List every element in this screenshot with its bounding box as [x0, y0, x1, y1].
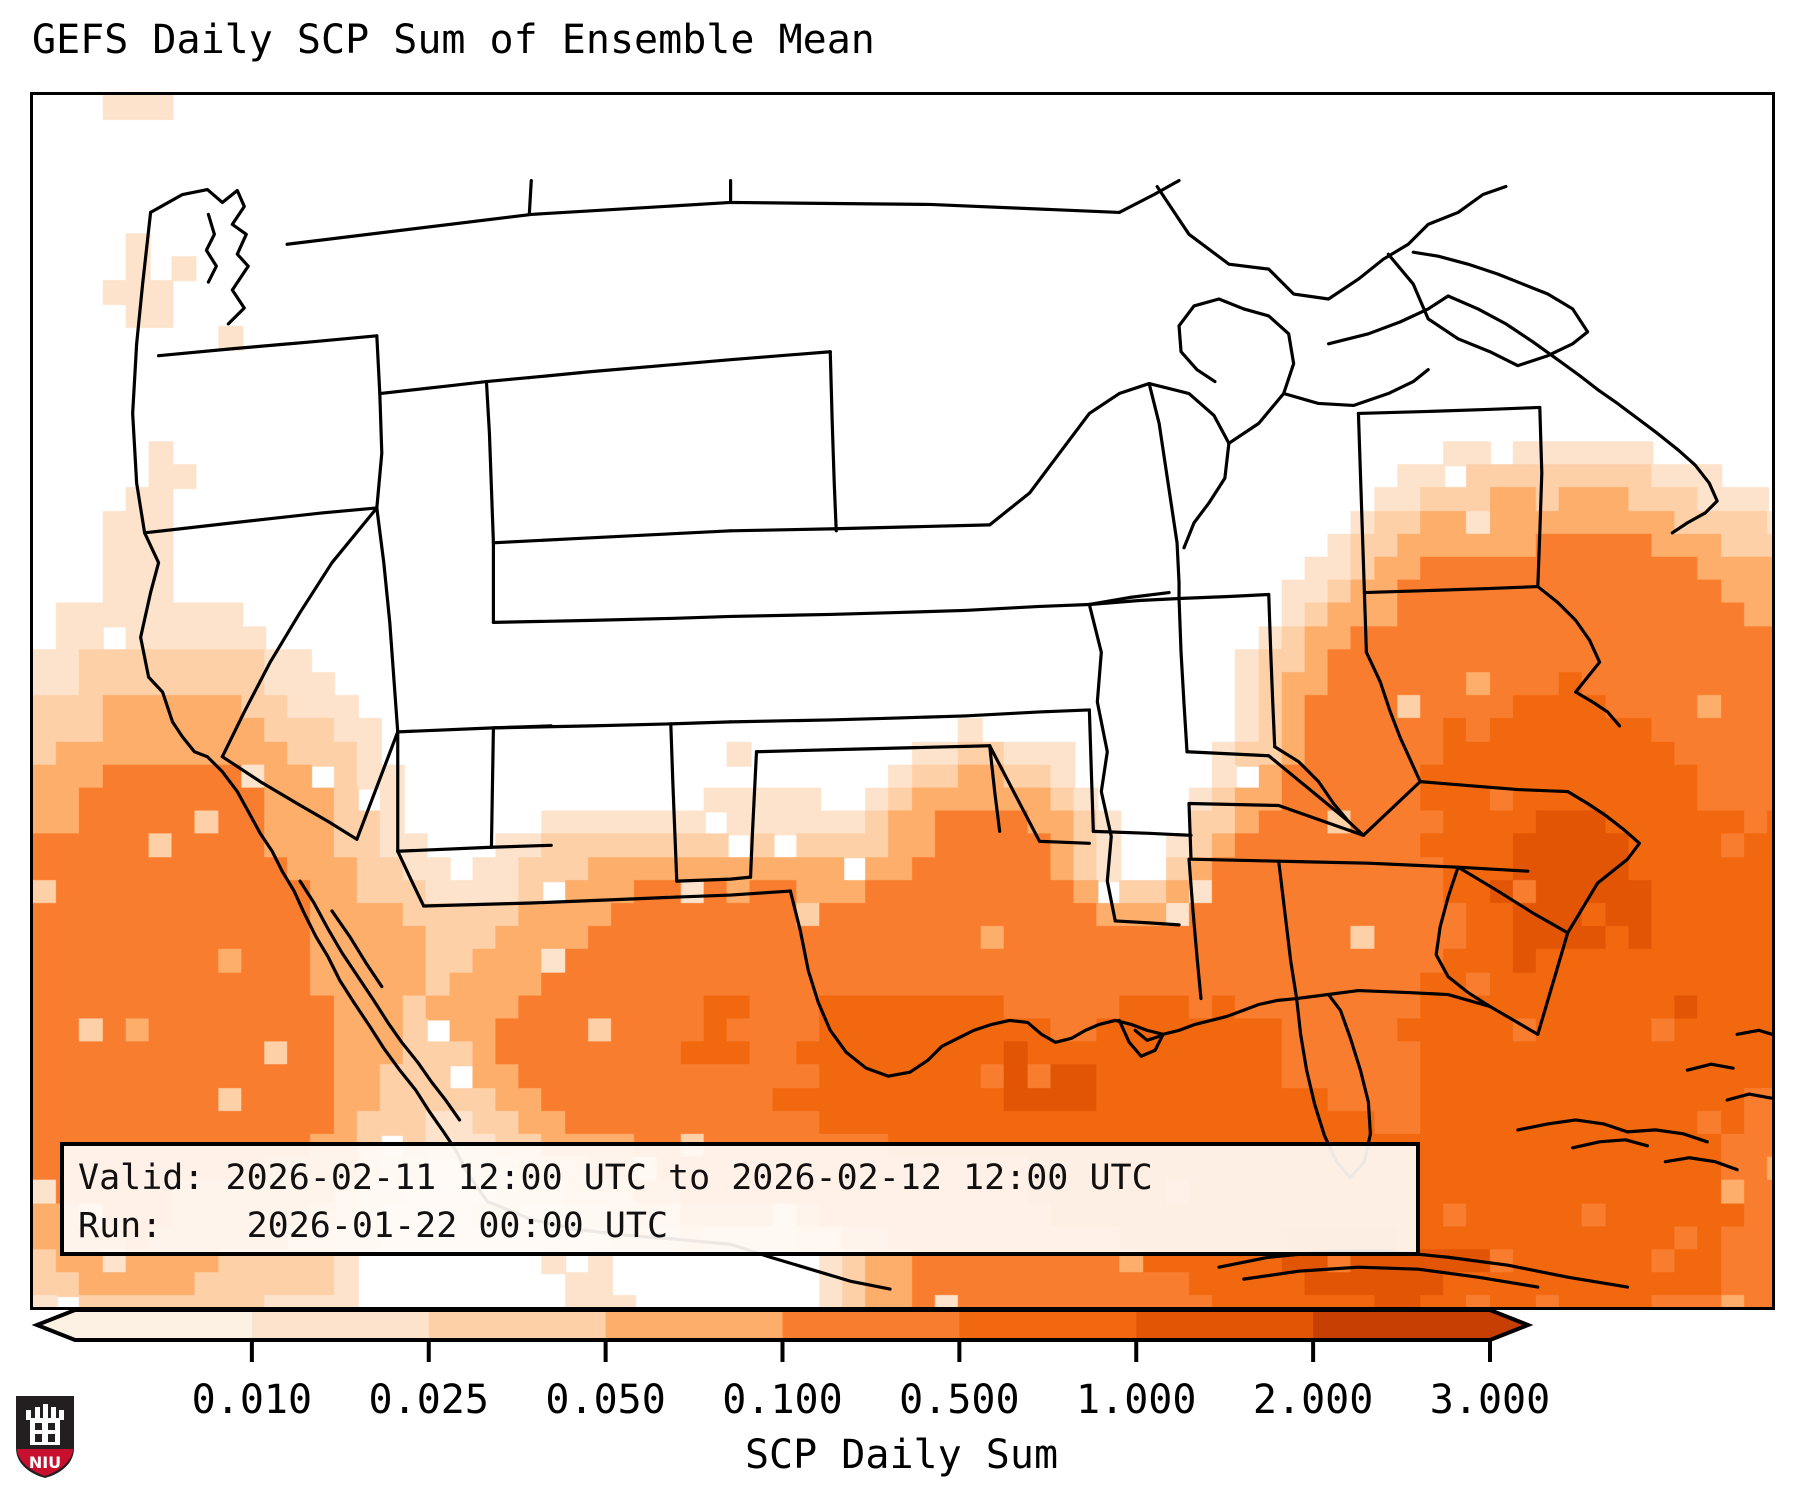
run-time-text: Run: 2026-01-22 00:00 UTC — [78, 1206, 669, 1246]
forecast-info-box: Valid: 2026-02-11 12:00 UTC to 2026-02-1… — [60, 1142, 1420, 1256]
colorbar-segment — [1313, 1310, 1491, 1340]
colorbar-tick-label: 2.000 — [1252, 1377, 1374, 1423]
colorbar-segment — [251, 1310, 430, 1340]
colorbar-extend-max — [1490, 1310, 1528, 1340]
colorbar-tick-label: 0.050 — [545, 1377, 666, 1423]
colorbar-segment — [428, 1310, 607, 1340]
valid-time-text: Valid: 2026-02-11 12:00 UTC to 2026-02-1… — [78, 1158, 1153, 1198]
colorbar-segment — [75, 1310, 253, 1340]
colorbar-axis-label: SCP Daily Sum — [744, 1432, 1059, 1478]
colorbar-segment — [1136, 1310, 1314, 1340]
scp-heatmap-layer — [33, 95, 1772, 1307]
colorbar-tick-label: 1.000 — [1076, 1377, 1197, 1423]
colorbar[interactable] — [0, 1296, 1803, 1366]
colorbar-ticks — [249, 1340, 1492, 1362]
colorbar-segment — [605, 1310, 784, 1340]
svg-text:NIU: NIU — [29, 1453, 61, 1472]
colorbar-segment — [959, 1310, 1137, 1340]
colorbar-segments — [37, 1310, 1528, 1340]
colorbar-segment — [782, 1310, 960, 1340]
niu-logo-icon: NIU — [16, 1396, 74, 1478]
colorbar-tick-label: 3.000 — [1429, 1377, 1551, 1423]
colorbar-extend-min — [37, 1310, 75, 1340]
colorbar-tick-label: 0.500 — [899, 1377, 1020, 1423]
page-title: GEFS Daily SCP Sum of Ensemble Mean — [32, 17, 875, 63]
colorbar-svg — [31, 1308, 1534, 1362]
map-panel[interactable] — [30, 92, 1775, 1310]
colorbar-tick-label: 0.010 — [191, 1377, 313, 1423]
colorbar-tick-label: 0.100 — [722, 1377, 843, 1423]
colorbar-tick-label: 0.025 — [368, 1377, 489, 1423]
colorbar-tick-labels: 0.010 0.025 0.050 0.100 0.500 1.000 2.000 3.000 — [0, 1378, 1803, 1428]
